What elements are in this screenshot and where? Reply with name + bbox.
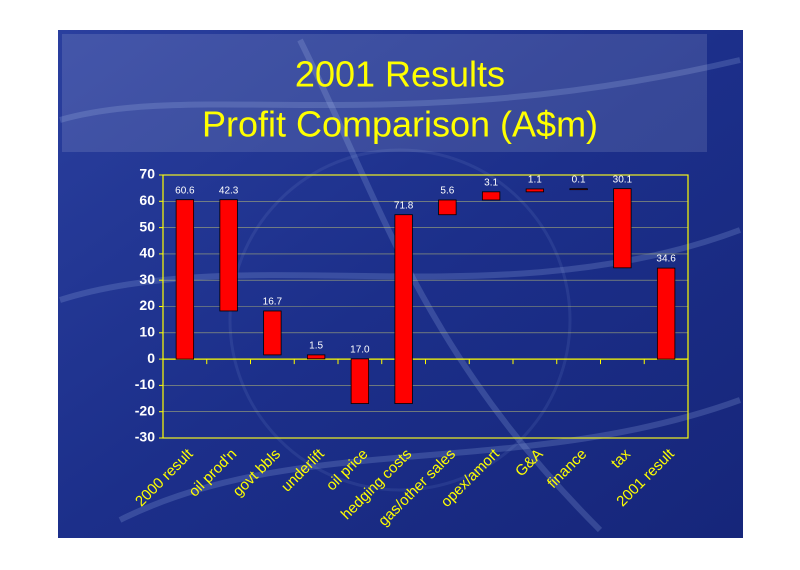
bar (350, 358, 370, 404)
chart-subtitle: Profit Comparison (A$m) (202, 104, 598, 145)
value-label: 1.1 (528, 175, 542, 186)
bar (306, 354, 326, 360)
y-tick-label: -30 (135, 429, 155, 445)
value-label: 71.8 (394, 200, 414, 211)
value-label: 34.6 (656, 254, 676, 265)
value-label: 3.1 (484, 177, 498, 188)
value-label: 16.7 (263, 297, 283, 308)
y-tick-label: 10 (139, 324, 155, 340)
bar (219, 199, 238, 312)
bar (438, 199, 457, 216)
value-label: 5.6 (440, 186, 454, 197)
value-label: 0.1 (572, 174, 586, 185)
y-tick-label: 30 (139, 271, 155, 287)
y-tick-label: 40 (139, 245, 155, 261)
bar (394, 214, 413, 404)
y-tick-label: 60 (139, 192, 155, 208)
title-band (62, 34, 707, 152)
chart-title: 2001 Results (295, 54, 505, 95)
bar (656, 267, 676, 360)
y-tick-label: -10 (135, 376, 155, 392)
y-tick-label: 20 (139, 297, 155, 313)
bar (525, 188, 545, 193)
value-label: 42.3 (219, 185, 239, 196)
bar (481, 191, 501, 201)
bar (263, 310, 282, 356)
value-label: 1.5 (309, 341, 323, 352)
value-label: 17.0 (350, 344, 370, 355)
y-tick-label: 0 (147, 350, 155, 366)
bar (613, 188, 632, 269)
bar (569, 188, 588, 191)
bar (175, 199, 195, 360)
value-label: 60.6 (175, 185, 195, 196)
y-tick-label: 70 (139, 166, 155, 182)
y-tick-label: -20 (135, 402, 155, 418)
value-label: 30.1 (613, 174, 633, 185)
y-tick-label: 50 (139, 218, 155, 234)
